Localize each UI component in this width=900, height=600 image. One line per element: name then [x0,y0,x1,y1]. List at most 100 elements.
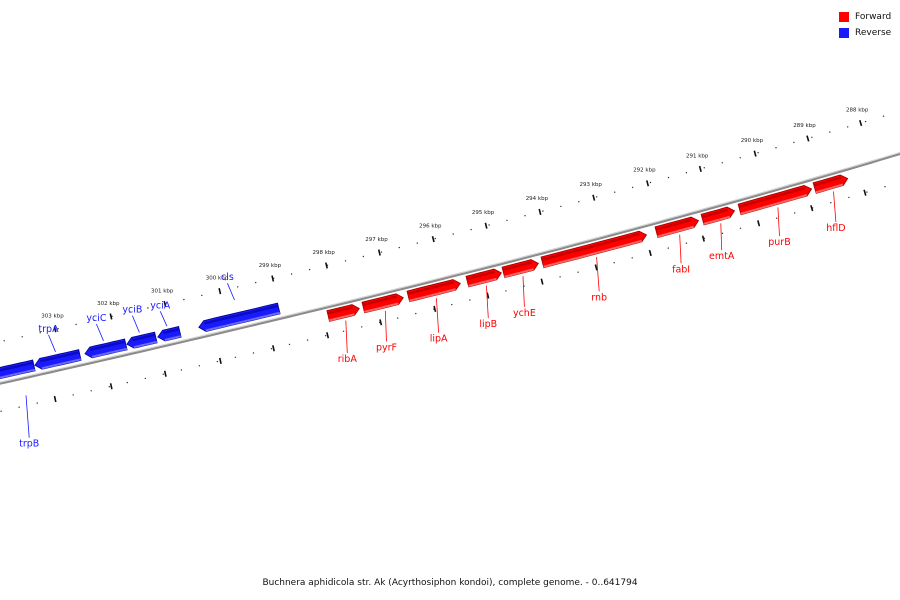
outer-minor-tick [847,126,849,128]
gene-hflD[interactable] [812,174,849,194]
gene-rnb[interactable] [540,230,648,269]
gene-arrow-shade [40,351,80,363]
gene-yciC[interactable] [84,338,128,359]
inner-major-tick [53,395,57,403]
backbone-highlight [0,151,900,383]
inner-minor-tick [198,365,201,367]
gene-ychE[interactable] [501,259,539,279]
genome-caption: Buchnera aphidicola str. Ak (Acyrthosiph… [262,578,638,588]
inner-major-tick [433,305,437,312]
gene-label-rnb: rnb [591,292,607,303]
gene-fabI[interactable] [654,216,700,238]
legend-forward-swatch [839,12,849,22]
outer-minor-tick [3,340,5,342]
outer-minor-tick [452,233,454,235]
outer-minor-tick [308,268,311,271]
gene-lipA[interactable] [406,279,461,303]
outer-minor-tick [380,251,383,253]
gene-arrow-shade [132,333,156,342]
outer-minor-tick [434,237,436,240]
inner-major-tick [701,235,705,242]
inner-major-tick [486,292,490,299]
inner-major-tick [594,264,598,271]
outer-minor-tick [811,136,813,138]
outer-minor-tick [560,205,562,208]
gene-emtA[interactable] [700,206,736,226]
outer-major-tick [109,313,113,320]
outer-minor-tick [739,157,741,159]
outer-major-tick [806,135,810,142]
gene-pyrF[interactable] [361,293,404,314]
backbone-line [0,151,900,385]
outer-minor-tick [631,186,634,189]
outer-major-tick [271,275,275,282]
gene-arrow-shade [327,306,353,315]
inner-minor-tick [451,303,453,306]
inner-major-tick [379,319,383,326]
gene-label-purB: purB [768,237,790,248]
legend: Forward Reverse [839,9,891,41]
gene-trpB[interactable] [0,359,36,380]
outer-major-tick [431,235,435,243]
legend-reverse-label: Reverse [855,28,892,38]
outer-minor-tick [578,201,580,203]
tick-label: 294 kbp [526,196,549,202]
gene-lipB[interactable] [465,268,502,288]
gene-arrow-hflD[interactable] [812,174,849,194]
inner-minor-tick [234,356,237,358]
gene-trpA[interactable] [34,349,82,370]
gene-ribA[interactable] [326,304,360,322]
inner-major-tick [648,249,652,257]
inner-minor-tick [180,369,183,371]
outer-minor-tick [362,255,365,258]
outer-minor-tick [614,191,616,193]
inner-minor-tick [884,186,886,188]
outer-minor-tick [488,224,490,226]
inner-minor-tick [72,394,74,396]
gene-arrow-highlight [364,302,399,313]
inner-minor-tick [415,312,417,315]
outer-minor-tick [685,172,688,174]
tick-label: 289 kbp [793,123,816,129]
gene-leader-lipA [436,298,439,333]
gene-arrow-highlight [504,268,534,278]
outer-minor-tick [596,196,598,198]
inner-minor-tick [667,247,669,249]
inner-major-tick [163,370,167,377]
outer-major-tick [325,262,328,269]
gene-arrow-shade [362,295,397,306]
gene-arrow-highlight [0,368,36,379]
gene-label-trpB: trpB [19,439,39,450]
gene-label-yciB: yciB [122,305,142,316]
outer-major-tick [646,180,650,187]
tick-label: 297 kbp [365,237,388,243]
inner-minor-tick [288,343,291,346]
gene-yciA[interactable] [157,326,182,342]
gene-leader-trpA [48,334,56,352]
outer-tick-ruler: 303 kbp 302 kbp 301 kbp 300 kbp 299 kbp 298 k… [3,108,885,342]
inner-major-tick [218,357,222,364]
inner-minor-tick [685,242,688,244]
outer-minor-tick [757,152,759,154]
inner-minor-tick [848,196,850,199]
outer-minor-tick [703,167,705,169]
inner-minor-tick [739,227,742,229]
inner-minor-tick [144,377,146,380]
inner-minor-tick [613,262,615,264]
outer-minor-tick [793,141,795,144]
tick-label: 303 kbp [41,314,64,320]
outer-major-tick [53,326,57,333]
gene-arrow-shade [738,186,806,208]
gene-labels-layer: trpB trpA yciC yciB yciA cls ribA pyrF lipA lipB y… [19,191,846,450]
gene-label-trpA: trpA [38,324,59,335]
legend-reverse: Reverse [839,25,891,41]
gene-leader-cls [227,283,235,301]
outer-major-tick [592,194,596,201]
outer-minor-tick [93,319,95,322]
inner-minor-tick [794,212,796,214]
outer-minor-tick [255,281,257,284]
inner-minor-tick [631,257,633,259]
gene-purB[interactable] [737,184,813,216]
gene-cls[interactable] [198,302,281,332]
gene-yciB[interactable] [126,331,158,349]
